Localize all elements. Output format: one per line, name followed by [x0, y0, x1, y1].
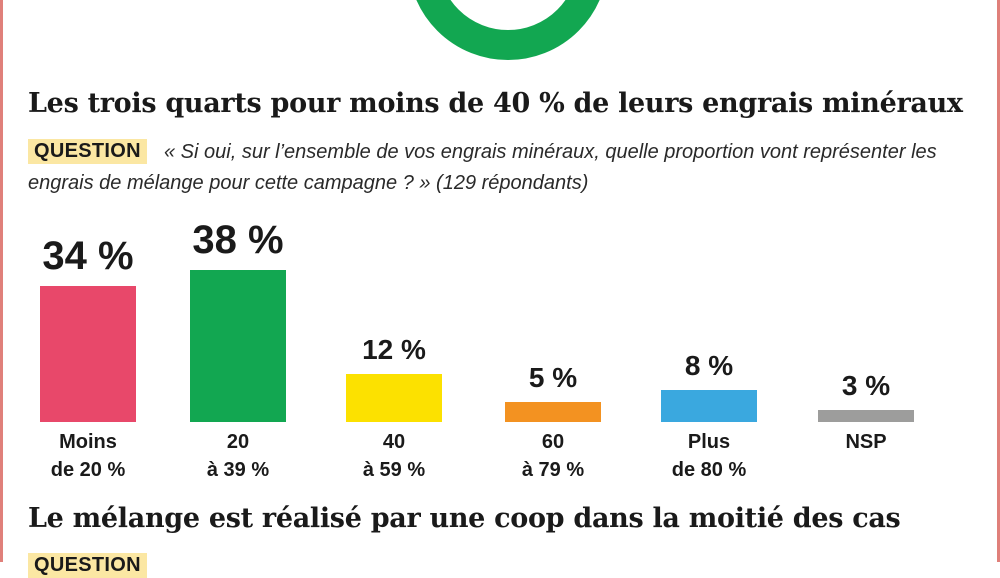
- category-label: NSP: [808, 428, 924, 456]
- category-label: 20 à 39 %: [180, 428, 296, 484]
- question-tag-2: QUESTION: [28, 553, 147, 578]
- category-label-line: NSP: [845, 431, 887, 453]
- category-label-line: 20: [226, 431, 250, 453]
- category-label: Moins de 20 %: [30, 428, 146, 484]
- category-label-line: de 20 %: [50, 459, 126, 481]
- bar-value-label: 5 %: [528, 362, 578, 393]
- chart-heading-2: Le mélange est réalisé par une coop dans…: [28, 503, 901, 534]
- category-label-line: à 39 %: [206, 459, 270, 481]
- category-label-line: à 79 %: [521, 459, 585, 481]
- bar: [346, 374, 442, 422]
- category-label: 40 à 59 %: [336, 428, 452, 484]
- category-label: Plus de 80 %: [651, 428, 767, 484]
- category-label-line: 60: [541, 431, 565, 453]
- question-text: « Si oui, sur l’ensemble de vos engrais …: [28, 141, 937, 194]
- bar: [190, 270, 286, 422]
- donut-chart-fragment: [416, 0, 600, 60]
- bar-value-label: 38 %: [192, 218, 284, 262]
- category-label-line: Plus: [687, 431, 731, 453]
- chart-heading: Les trois quarts pour moins de 40 % de l…: [28, 88, 963, 119]
- bar: [505, 402, 601, 422]
- bar-value-label: 34 %: [42, 234, 134, 278]
- bar: [818, 410, 914, 422]
- bar: [40, 286, 136, 422]
- frame-right-border: [997, 0, 1000, 562]
- category-label-line: de 80 %: [671, 459, 747, 481]
- bar-value-label: 3 %: [841, 370, 891, 401]
- donut-arc: [416, 0, 600, 60]
- category-label-line: Moins: [59, 431, 117, 453]
- category-label-line: à 59 %: [362, 459, 426, 481]
- category-label-line: 40: [382, 431, 406, 453]
- bar: [661, 390, 757, 422]
- frame-left-border: [0, 0, 3, 562]
- question-tag: QUESTION: [28, 139, 147, 164]
- bar-value-label: 12 %: [362, 334, 426, 365]
- category-label: 60 à 79 %: [495, 428, 611, 484]
- bar-value-label: 8 %: [684, 350, 734, 381]
